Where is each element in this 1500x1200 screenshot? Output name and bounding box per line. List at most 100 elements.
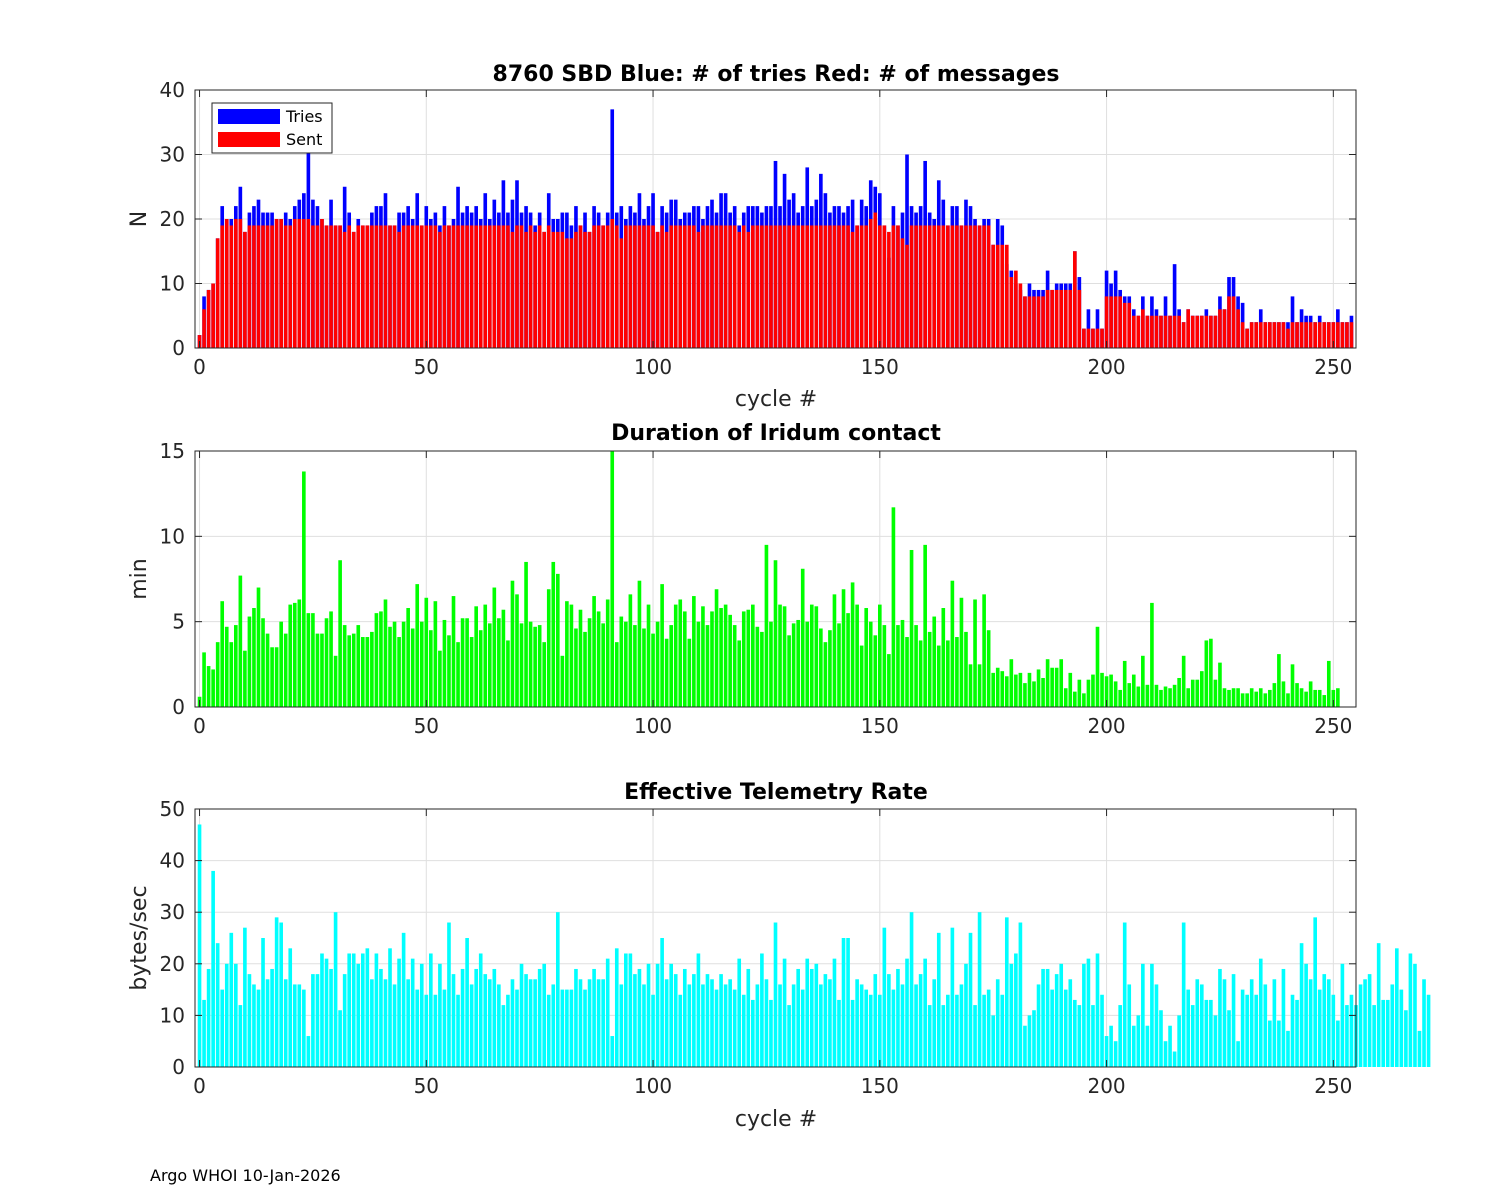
rate-bar-rate xyxy=(1340,963,1345,1067)
rate-bar-rate xyxy=(914,984,918,1067)
rate-bar-rate xyxy=(433,994,438,1067)
duration-bar-duration xyxy=(229,642,234,707)
tries-sent-bar-sent xyxy=(782,225,787,348)
tries-sent-bar-sent xyxy=(705,225,710,348)
rate-bar-rate xyxy=(1018,922,1023,1067)
rate-ytick-label: 50 xyxy=(160,797,185,821)
tries-sent-bar-sent xyxy=(773,225,778,348)
duration-bar-duration xyxy=(819,628,823,707)
rate-bar-rate xyxy=(710,979,714,1067)
rate-bar-rate xyxy=(796,968,800,1067)
duration-bar-duration xyxy=(1073,691,1077,707)
duration-bar-duration xyxy=(419,621,424,707)
duration-bar-duration xyxy=(814,606,819,707)
tries-sent-bar-sent xyxy=(973,225,977,348)
tries-sent-bar-sent xyxy=(524,231,528,348)
duration-bar-duration xyxy=(633,625,637,707)
rate-bar-rate xyxy=(1358,984,1363,1067)
duration-bar-duration xyxy=(955,637,959,707)
tries-sent-bar-sent xyxy=(819,225,823,348)
sent-bars xyxy=(197,212,1354,348)
tries-sent-bar-sent xyxy=(1336,322,1340,348)
duration-bar-duration xyxy=(850,582,855,707)
rate-bar-rate xyxy=(1249,979,1254,1067)
tries-sent-bar-sent xyxy=(1331,322,1336,348)
duration-bar-duration xyxy=(973,599,977,707)
duration-bar-duration xyxy=(1213,679,1218,707)
tries-sent-bar-sent xyxy=(356,225,361,348)
rate-bar-rate xyxy=(1036,984,1041,1067)
tries-sent-bar-sent xyxy=(687,225,692,348)
rate-bar-rate xyxy=(356,963,361,1067)
rate-bar-rate xyxy=(1032,1010,1036,1067)
rate-bar-rate xyxy=(528,979,533,1067)
tries-sent-bar-sent xyxy=(528,225,533,348)
rate-bar-rate xyxy=(664,979,669,1067)
rate-bar-rate xyxy=(982,994,986,1067)
duration-bar-duration xyxy=(1091,674,1095,707)
rate-bar-rate xyxy=(234,963,238,1067)
rate-bar-rate xyxy=(1100,994,1104,1067)
tries-sent-ytick-label: 20 xyxy=(160,207,185,231)
rate-bar-rate xyxy=(1390,984,1395,1067)
tries-sent-bar-sent xyxy=(941,225,946,348)
duration-bar-duration xyxy=(555,573,560,707)
duration-bar-duration xyxy=(778,604,782,707)
rate-bar-rate xyxy=(406,979,410,1067)
duration-bar-duration xyxy=(392,621,397,707)
duration-bar-duration xyxy=(628,594,633,707)
rate-bar-rate xyxy=(1385,999,1390,1067)
duration-bar-duration xyxy=(1268,689,1272,707)
tries-sent-bar-sent xyxy=(410,225,415,348)
tries-sent-bar-sent xyxy=(383,225,388,348)
tries-sent-bar-sent xyxy=(596,225,601,348)
duration-bar-duration xyxy=(823,642,828,707)
tries-sent-bar-sent xyxy=(769,225,773,348)
tries-sent-bar-sent xyxy=(678,225,683,348)
tries-sent-bar-sent xyxy=(837,225,841,348)
duration-bar-duration xyxy=(782,606,787,707)
rate-bar-rate xyxy=(197,824,202,1067)
duration-bar-duration xyxy=(1313,689,1317,707)
duration-bar-duration xyxy=(800,568,805,707)
rate-bar-rate xyxy=(855,979,859,1067)
duration-bar-duration xyxy=(292,602,297,707)
rate-bar-rate xyxy=(383,979,388,1067)
rate-bar-rate xyxy=(637,968,642,1067)
tries-sent-bar-sent xyxy=(1122,302,1127,348)
rate-bar-rate xyxy=(692,974,696,1067)
duration-bar-duration xyxy=(483,604,488,707)
duration-bar-duration xyxy=(592,596,596,707)
duration-bar-duration xyxy=(605,599,610,707)
rate-bar-rate xyxy=(660,938,664,1067)
duration-xtick-label: 50 xyxy=(414,714,439,738)
rate-bar-rate xyxy=(274,917,279,1067)
rate-bar-rate xyxy=(1163,1041,1168,1067)
rate-axes-box xyxy=(194,808,1357,1068)
rate-bar-rate xyxy=(891,989,896,1067)
tries-sent-ytick-label: 10 xyxy=(160,272,185,296)
duration-bar-duration xyxy=(365,637,370,707)
rate-bar-rate xyxy=(1345,1005,1349,1067)
tries-sent-bar-sent xyxy=(1326,322,1331,348)
tries-sent-bar-sent xyxy=(560,231,565,348)
tries-sent-bar-sent xyxy=(533,231,537,348)
tries-sent-bar-sent xyxy=(637,225,642,348)
tries-sent-bar-sent xyxy=(442,225,447,348)
tries-sent-bar-sent xyxy=(215,238,220,348)
rate-bar-rate xyxy=(555,912,560,1067)
duration-bar-duration xyxy=(837,623,841,707)
duration-bar-duration xyxy=(206,666,211,707)
duration-bar-duration xyxy=(1177,677,1181,707)
rate-bar-rate xyxy=(229,932,234,1067)
duration-bar-duration xyxy=(1222,688,1227,707)
duration-bar-duration xyxy=(737,640,742,707)
rate-bar-rate xyxy=(1254,994,1259,1067)
duration-bar-duration xyxy=(1014,674,1018,707)
duration-ytick-label: 5 xyxy=(172,610,185,634)
duration-bar-duration xyxy=(977,664,982,707)
duration-bar-duration xyxy=(673,604,678,707)
rate-bar-rate xyxy=(487,979,492,1067)
rate-bar-rate xyxy=(601,979,605,1067)
duration-bar-duration xyxy=(732,625,737,707)
